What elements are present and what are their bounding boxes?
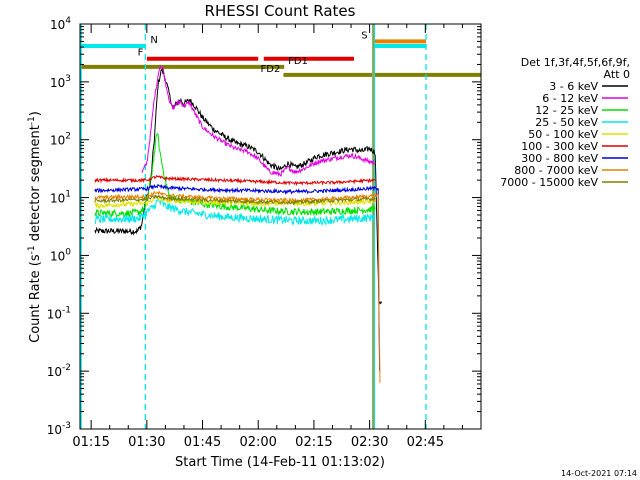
series-line: [94, 133, 376, 218]
flag-labels: NF FD1 FD2 S: [138, 30, 368, 75]
y-axis-label-part2: detector segment: [28, 125, 43, 245]
series-line: [94, 68, 383, 305]
flag-bars: [80, 39, 481, 77]
flag-label: FD1: [288, 56, 308, 67]
y-tick-label: 10-3: [47, 421, 71, 437]
legend-entry-label: 12 - 25 keV: [535, 104, 598, 117]
y-tick-label-exp: 0: [65, 247, 71, 257]
y-tick-label-base: 10: [50, 18, 65, 32]
y-tick-label-exp: -3: [62, 421, 71, 431]
flag-label: N: [150, 35, 157, 46]
y-tick-label-exp: -1: [62, 305, 71, 315]
legend-header-attenuator: Att 0: [604, 68, 630, 81]
x-tick-label: 02:45: [407, 435, 444, 450]
y-tick-label: 103: [50, 74, 71, 90]
legend-entry-label: 300 - 800 keV: [521, 152, 598, 165]
y-axis-label-part1: Count Rate (s: [28, 254, 43, 343]
y-tick-label: 100: [50, 247, 71, 263]
y-tick-label-exp: 4: [65, 16, 71, 26]
y-tick-label-exp: 1: [65, 190, 71, 200]
y-axis-label-part3: ): [28, 111, 43, 116]
y-tick-label-exp: 3: [65, 74, 71, 84]
flag-label: FD2: [261, 64, 281, 75]
legend-entry-label: 800 - 7000 keV: [514, 164, 598, 177]
y-tick-label-base: 10: [47, 423, 62, 437]
x-tick-label: 02:15: [295, 435, 332, 450]
y-tick-label-exp: -2: [62, 363, 71, 373]
vertical-markers: [80, 24, 427, 429]
flag-label: F: [138, 48, 144, 59]
x-tick-label: 01:45: [184, 435, 221, 450]
y-tick-label-base: 10: [50, 134, 65, 148]
series-line: [94, 174, 376, 187]
legend: Det 1f,3f,4f,5f,6f,9f, Att 0 3 - 6 keV6 …: [500, 56, 630, 189]
legend-entry-label: 6 - 12 keV: [542, 92, 598, 105]
y-tick-label: 104: [50, 16, 71, 32]
series-line: [94, 194, 376, 206]
y-tick-label-exp: 2: [65, 132, 71, 142]
y-tick-label-base: 10: [47, 307, 62, 321]
generation-timestamp: 14-Oct-2021 07:14: [561, 469, 637, 478]
y-tick-label-base: 10: [50, 249, 65, 263]
y-axis-label-sup1: -1: [27, 245, 37, 254]
flag-label: S: [361, 30, 367, 41]
x-tick-label: 02:30: [351, 435, 388, 450]
x-tick-label: 02:00: [239, 435, 276, 450]
legend-entry-label: 50 - 100 keV: [528, 128, 598, 141]
data-series: [94, 64, 383, 383]
y-tick-label-base: 10: [50, 76, 65, 90]
y-axis-label: Count Rate (s-1 detector segment-1): [27, 111, 43, 343]
y-tick-label-base: 10: [50, 192, 65, 206]
legend-entry-label: 25 - 50 keV: [535, 116, 598, 129]
legend-header-detectors: Det 1f,3f,4f,5f,6f,9f,: [521, 56, 630, 69]
plot-area: [80, 24, 481, 429]
series-line: [94, 183, 381, 372]
series-line: [94, 190, 381, 383]
legend-entry-label: 3 - 6 keV: [549, 80, 598, 93]
y-tick-label: 10-1: [47, 305, 71, 321]
x-axis-label: Start Time (14-Feb-11 01:13:02): [175, 455, 385, 470]
chart-title: RHESSI Count Rates: [205, 2, 356, 20]
legend-entry-label: 100 - 300 keV: [521, 140, 598, 153]
y-tick-label: 10-2: [47, 363, 71, 379]
legend-entry-label: 7000 - 15000 keV: [500, 176, 598, 189]
series-line: [94, 197, 376, 226]
y-tick-label-base: 10: [47, 365, 62, 379]
y-tick-label: 101: [50, 190, 71, 206]
x-tick-label: 01:30: [128, 435, 165, 450]
plot-frame: [79, 23, 482, 430]
series-line: [141, 64, 376, 178]
y-axis-label-sup2: -1: [27, 116, 37, 125]
x-tick-label: 01:15: [72, 435, 109, 450]
y-tick-label: 102: [50, 132, 71, 148]
